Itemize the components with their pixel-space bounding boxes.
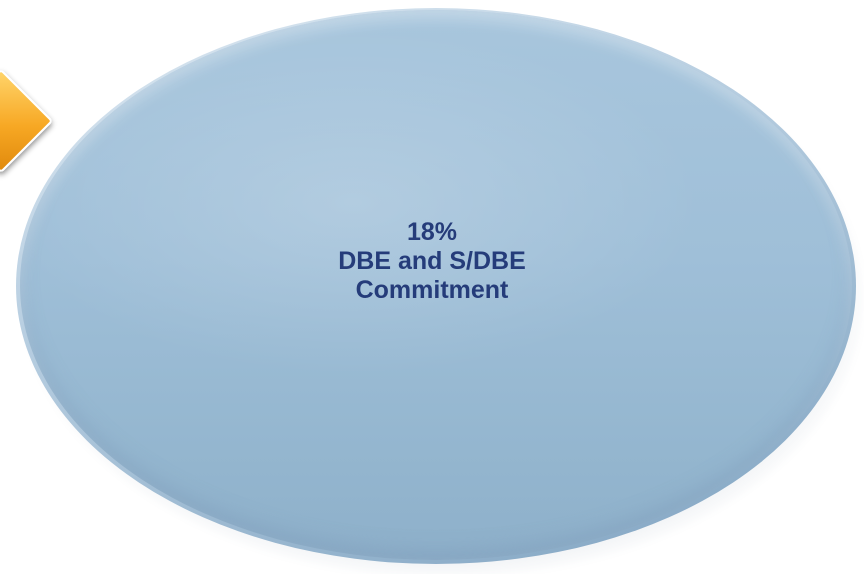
commitment-word: Commitment xyxy=(355,276,509,304)
commitment-label: 18% DBE and S/DBE Commitment xyxy=(0,218,864,305)
commitment-oval xyxy=(20,10,852,560)
chevron-arrow-icon xyxy=(0,68,54,174)
commitment-program-name: DBE and S/DBE xyxy=(338,247,526,275)
commitment-percentage: 18% xyxy=(406,218,458,246)
